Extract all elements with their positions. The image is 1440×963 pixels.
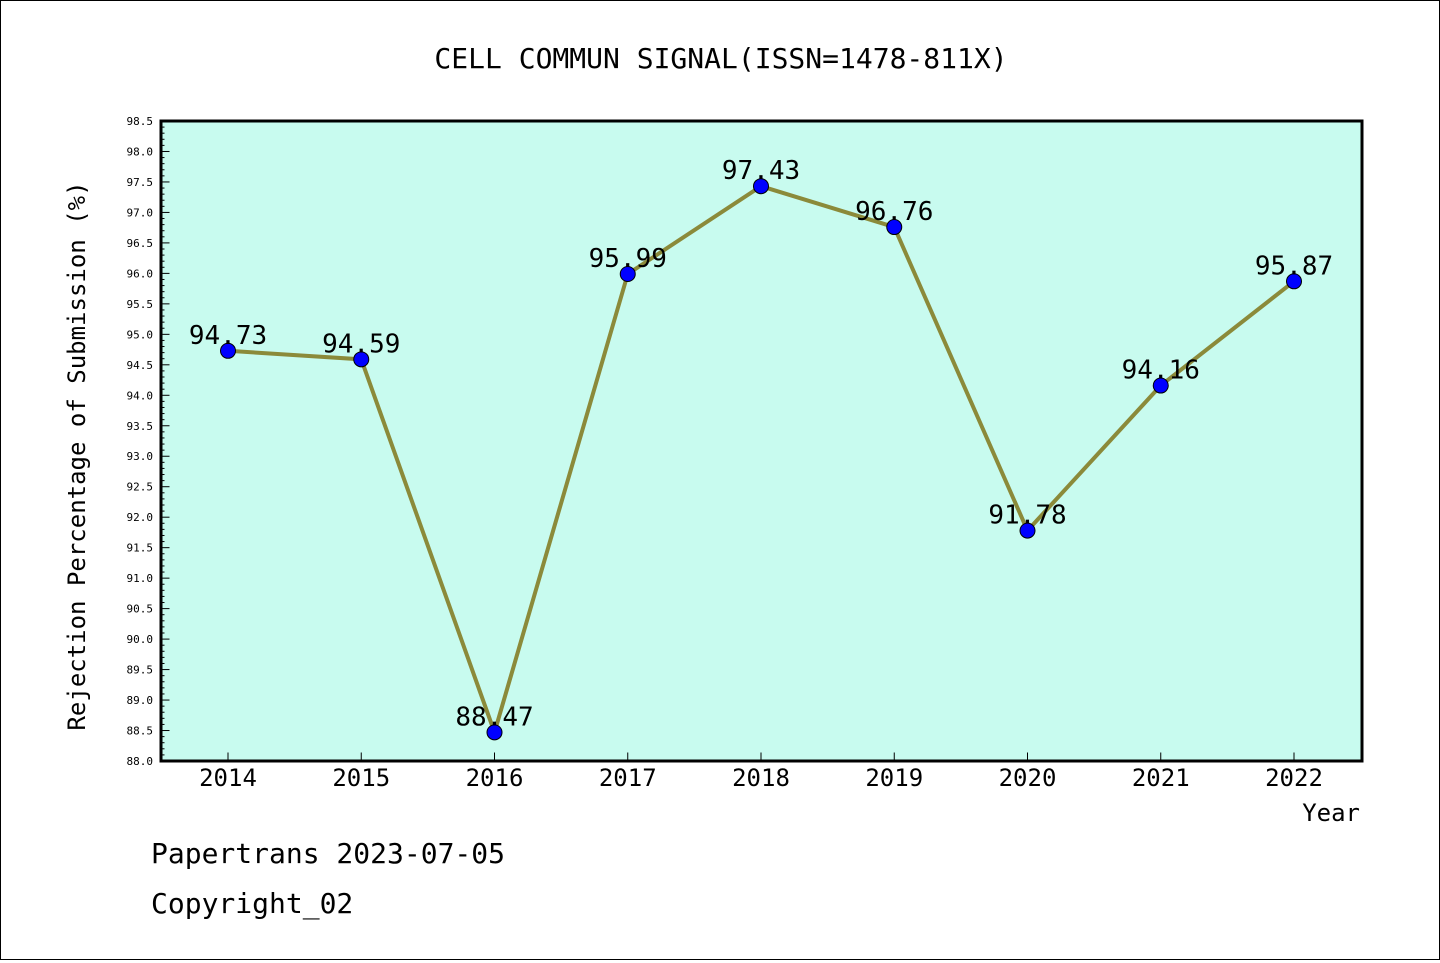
data-points: [220, 178, 1302, 741]
y-tick-label: 91.0: [127, 572, 154, 585]
data-label: 94.73: [189, 321, 267, 351]
y-tick-label: 97.5: [127, 176, 154, 189]
y-tick-label: 97.0: [127, 206, 154, 219]
x-tick-label: 2014: [199, 764, 257, 792]
x-tick-label: 2019: [865, 764, 923, 792]
footer-copyright: Copyright_02: [151, 887, 354, 920]
x-axis: 2014 2015 2016 2017 2018 2019 2020 2021 2022: [199, 752, 1323, 792]
y-tick-label: 95.0: [127, 328, 154, 341]
y-tick-label: 98.5: [127, 115, 154, 128]
data-point: [1019, 522, 1036, 539]
y-tick-label: 95.5: [127, 298, 154, 311]
data-label: 91.78: [988, 501, 1066, 531]
x-tick-label: 2021: [1132, 764, 1190, 792]
x-tick-label: 2018: [732, 764, 790, 792]
data-point: [486, 724, 503, 741]
data-label: 96.76: [855, 197, 933, 227]
y-tick-label: 90.5: [127, 603, 154, 616]
y-tick-label: 93.0: [127, 450, 154, 463]
data-labels: 94.73 94.59 88.47 95.99 97.43 96.76 91.78 94.16…: [189, 156, 1333, 732]
data-point: [619, 265, 636, 282]
data-label: 97.43: [722, 156, 800, 186]
y-tick-label: 88.0: [127, 755, 154, 768]
y-tick-label: 92.0: [127, 511, 154, 524]
x-tick-label: 2017: [599, 764, 657, 792]
data-point: [1286, 273, 1302, 290]
y-tick-label: 94.5: [127, 359, 154, 372]
chart-title: CELL COMMUN SIGNAL(ISSN=1478-811X): [434, 42, 1007, 75]
data-point: [1152, 377, 1169, 394]
y-tick-label: 90.0: [127, 633, 154, 646]
y-tick-label: 94.0: [127, 389, 154, 402]
x-tick-label: 2016: [466, 764, 524, 792]
y-tick-label: 89.0: [127, 694, 154, 707]
x-tick-label: 2015: [332, 764, 390, 792]
data-label: 95.87: [1255, 251, 1333, 281]
x-tick-label: 2020: [999, 764, 1057, 792]
plot-area: [159, 119, 1364, 763]
x-axis-label: Year: [1302, 799, 1360, 827]
data-label: 94.59: [322, 329, 400, 359]
data-label: 88.47: [455, 702, 533, 732]
y-tick-label: 96.0: [127, 267, 154, 280]
y-tick-label: 93.5: [127, 420, 154, 433]
y-tick-label: 98.0: [127, 145, 154, 158]
y-axis-label: Rejection Percentage of Submission (%): [63, 181, 91, 730]
data-label: 95.99: [589, 244, 667, 274]
data-point: [886, 219, 903, 236]
data-point: [353, 351, 370, 368]
y-tick-label: 91.5: [127, 542, 154, 555]
x-tick-label: 2022: [1265, 764, 1323, 792]
y-tick-label: 92.5: [127, 481, 154, 494]
y-tick-label: 89.5: [127, 664, 154, 677]
footer-date: Papertrans 2023-07-05: [151, 837, 506, 870]
data-point: [220, 342, 236, 359]
data-label: 94.16: [1122, 356, 1200, 386]
data-point: [753, 178, 769, 195]
y-axis: 88.0 88.5 89.0 89.5 90.0 90.5 91.0 91.5 92.0 92.5…: [127, 115, 170, 768]
y-tick-label: 96.5: [127, 237, 154, 250]
y-tick-label: 88.5: [127, 725, 154, 738]
